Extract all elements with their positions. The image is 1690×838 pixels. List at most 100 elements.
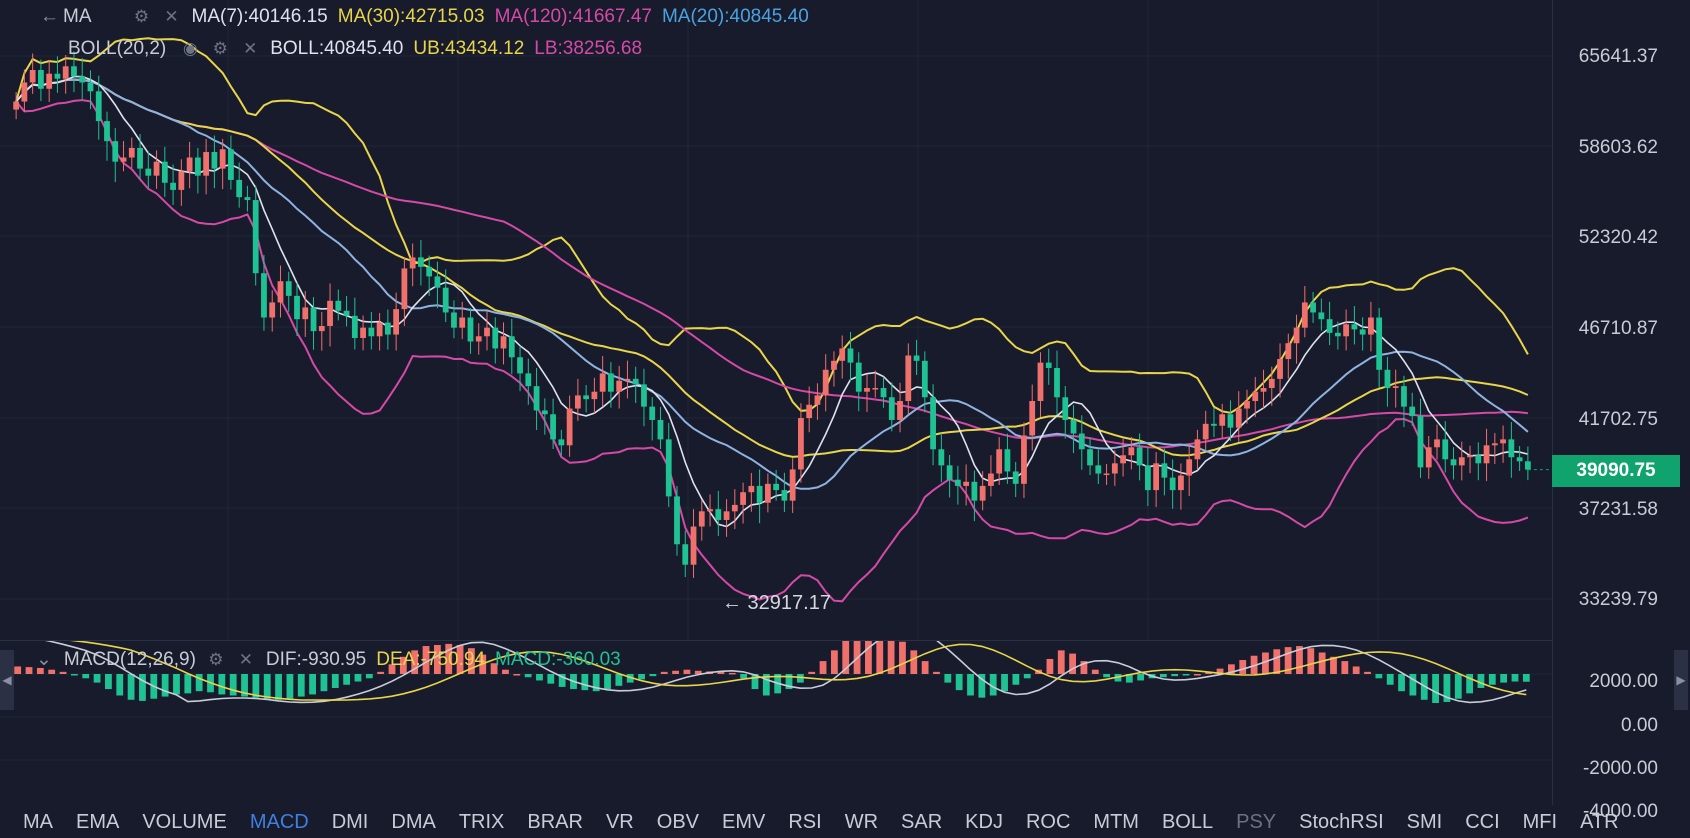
tab-mfi[interactable]: MFI xyxy=(1522,810,1558,833)
macd-histogram-bar xyxy=(1466,674,1474,694)
tab-sar[interactable]: SAR xyxy=(901,810,943,833)
tab-rsi[interactable]: RSI xyxy=(788,810,822,833)
tab-mtm[interactable]: MTM xyxy=(1093,810,1139,833)
price-chart[interactable] xyxy=(0,0,1690,640)
candle-body xyxy=(632,378,639,385)
panel-divider xyxy=(0,640,1552,641)
candle-body xyxy=(1359,329,1366,335)
candle-body xyxy=(1483,445,1490,464)
macd-histogram-bar xyxy=(1262,652,1269,674)
macd-histogram-bar xyxy=(865,640,872,674)
macd-histogram-bar xyxy=(808,671,816,674)
tab-macd[interactable]: MACD xyxy=(249,810,309,833)
candle-body xyxy=(1442,439,1449,460)
eye-icon[interactable]: ◉ xyxy=(182,39,198,58)
candle-body xyxy=(1070,419,1077,434)
tab-smi[interactable]: SMI xyxy=(1406,810,1443,833)
tab-obv[interactable]: OBV xyxy=(656,810,700,833)
candle-body xyxy=(707,509,713,512)
macd-histogram-bar xyxy=(536,674,543,681)
candle-body xyxy=(971,481,978,501)
candle-body xyxy=(1285,343,1292,360)
macd-histogram-bar xyxy=(638,674,645,680)
close-icon[interactable]: ✕ xyxy=(238,649,254,669)
candle-body xyxy=(591,391,598,400)
macd-histogram-bar xyxy=(1273,649,1281,674)
candle-body xyxy=(979,485,986,501)
candle-body xyxy=(401,268,408,310)
candle-body xyxy=(525,373,532,387)
candle-body xyxy=(1467,455,1473,458)
chevron-down-icon[interactable]: ⌄ xyxy=(36,649,52,670)
macd-histogram-bar xyxy=(229,674,237,696)
macd-histogram-bar xyxy=(853,640,861,674)
close-icon[interactable]: ✕ xyxy=(164,7,179,26)
candle-body xyxy=(261,273,267,318)
scroll-right-arrow[interactable]: ▶ xyxy=(1674,650,1688,710)
macd-histogram-bar xyxy=(1103,674,1111,678)
tab-dma[interactable]: DMA xyxy=(391,810,436,833)
tab-brar[interactable]: BRAR xyxy=(527,810,583,833)
close-icon[interactable]: ✕ xyxy=(243,39,258,58)
macd-histogram-bar xyxy=(456,644,464,674)
macd-histogram-bar xyxy=(445,643,453,674)
candle-body xyxy=(451,312,457,328)
macd-histogram-bar xyxy=(899,641,906,674)
candle-body xyxy=(996,449,1003,474)
candle-body xyxy=(252,200,259,274)
candle-body xyxy=(839,348,846,361)
candle-body xyxy=(1244,401,1250,409)
tab-cci[interactable]: CCI xyxy=(1465,810,1500,833)
macd-histogram-bar xyxy=(388,664,396,674)
candle-body xyxy=(1087,449,1093,466)
macd-histogram-bar xyxy=(1488,674,1496,685)
candle-body xyxy=(723,511,730,520)
candle-body xyxy=(170,182,176,190)
tab-emv[interactable]: EMV xyxy=(722,810,766,833)
candle-body xyxy=(161,161,168,183)
candle-body xyxy=(566,408,573,446)
tab-stochrsi[interactable]: StochRSI xyxy=(1299,810,1384,833)
tab-ema[interactable]: EMA xyxy=(76,810,120,833)
candle-body xyxy=(13,101,20,110)
tab-vr[interactable]: VR xyxy=(605,810,634,833)
candle-body xyxy=(1392,386,1399,389)
candle-body xyxy=(194,157,201,176)
macd-histogram-bar xyxy=(842,640,850,674)
tab-volume[interactable]: VOLUME xyxy=(142,810,227,833)
tab-psy[interactable]: PSY xyxy=(1236,810,1277,833)
ma7-value: MA(7):40146.15 xyxy=(191,6,328,27)
tab-wr[interactable]: WR xyxy=(844,810,879,833)
scroll-left-arrow[interactable]: ◀ xyxy=(0,650,14,710)
candle-body xyxy=(1178,475,1184,491)
tab-trix[interactable]: TRIX xyxy=(458,810,505,833)
tab-boll[interactable]: BOLL xyxy=(1161,810,1214,833)
ma-legend: ← MA ⚙ ✕ MA(7):40146.15 MA(30):42715.03 … xyxy=(40,6,819,28)
candle-body xyxy=(393,309,400,335)
settings-icon[interactable]: ⚙ xyxy=(212,39,228,58)
candle-body xyxy=(665,439,672,497)
tab-atr[interactable]: ATR xyxy=(1580,810,1619,833)
macd-chart[interactable] xyxy=(0,640,1690,805)
candle-body xyxy=(748,485,755,493)
settings-icon[interactable]: ⚙ xyxy=(208,649,224,669)
collapse-arrow-icon[interactable]: ← xyxy=(40,6,59,27)
candle-body xyxy=(988,473,994,486)
tab-roc[interactable]: ROC xyxy=(1025,810,1071,833)
tab-kdj[interactable]: KDJ xyxy=(965,810,1003,833)
tab-dmi[interactable]: DMI xyxy=(331,810,369,833)
candle-body xyxy=(773,483,780,491)
candle-body xyxy=(426,266,433,277)
macd-histogram-bar xyxy=(173,674,180,695)
settings-icon[interactable]: ⚙ xyxy=(133,7,150,26)
macd-histogram-bar xyxy=(1023,674,1031,679)
candle-body xyxy=(1326,319,1333,333)
tab-ma[interactable]: MA xyxy=(23,810,53,833)
macd-histogram-bar xyxy=(1511,674,1519,682)
candle-body xyxy=(1103,473,1110,476)
candle-body xyxy=(1202,423,1209,440)
macd-histogram-bar xyxy=(252,674,260,698)
candle-body xyxy=(153,161,160,176)
macd-histogram-bar xyxy=(1182,674,1190,676)
candle-body xyxy=(500,336,507,349)
